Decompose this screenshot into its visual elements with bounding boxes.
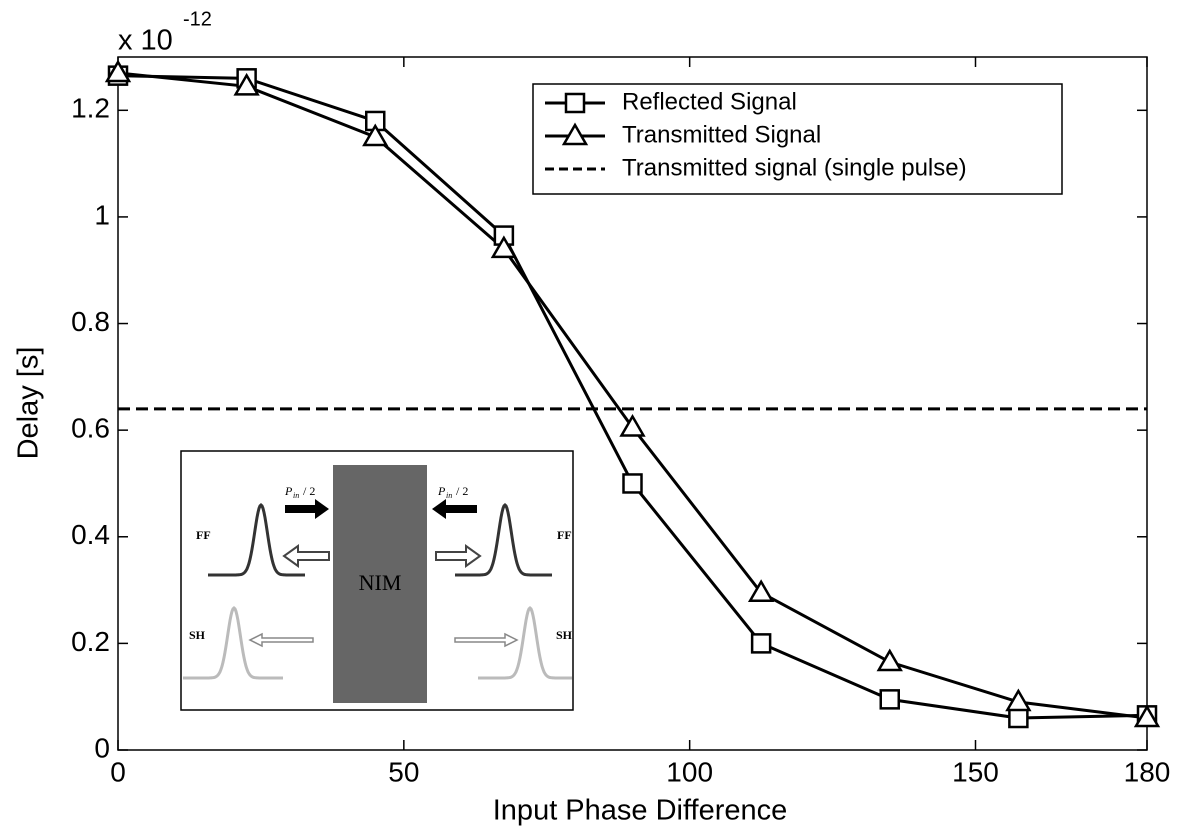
legend: Reflected Signal Transmitted Signal Transm… [532,83,1063,195]
plot-frame [117,56,1148,751]
output-arrow [282,544,330,568]
pump-divisor: / 2 [456,484,468,498]
legend-label: Reflected Signal [622,88,797,115]
pump-subscript: in [446,491,452,500]
triangle-marker [233,72,260,96]
pulse [208,502,305,577]
nim-label: NIM [359,570,402,595]
pump-label: P in / 2 [437,484,468,500]
y-tick-label: 1 [94,199,110,230]
pump-symbol: P [284,484,293,498]
inset-diagram: NIM FF FF SH SH P in / 2 P in / 2 [180,450,574,711]
y-axis-label: Delay [s] [13,347,45,460]
y-tick-label: 0 [94,732,110,763]
triangle-marker [104,59,132,83]
triangle-marker [1005,688,1032,712]
y-tick-label: 0.6 [71,413,110,444]
y-tick-label: 1.2 [71,93,110,124]
triangle-marker [747,579,775,602]
x-tick-label: 0 [110,756,126,787]
square-marker [1008,707,1029,729]
y-scale-label: x 10 [118,25,173,57]
sh-arrow [248,632,314,648]
ff-label: FF [196,528,211,542]
triangle-marker [490,235,518,259]
legend-box [532,83,1063,195]
sh-arrow [454,632,519,648]
triangle-marker [362,123,389,147]
square-marker [622,473,643,494]
triangle-marker [1133,704,1161,728]
x-tick-label: 100 [666,756,713,787]
legend-label: Transmitted Signal [622,121,821,148]
triangle-marker [619,413,646,437]
x-tick-label: 150 [952,756,999,787]
y-scale-exponent: -12 [183,8,212,30]
pump-label: P in / 2 [284,484,315,500]
pump-arrow [432,499,477,519]
y-tick-label: 0.8 [71,306,110,337]
x-tick-label: 50 [388,756,419,787]
pulse [183,605,283,680]
y-tick-label: 0.4 [71,519,110,550]
pulse [455,502,552,577]
square-marker [564,92,586,114]
triangle-marker [561,122,589,146]
output-arrow [435,544,482,568]
ff-label: FF [557,528,572,542]
legend-label: Transmitted signal (single pulse) [622,154,967,181]
pump-arrow [285,499,329,519]
nim-slab [333,465,427,703]
y-tick-label: 0.2 [71,626,110,657]
triangle-marker [876,648,903,672]
square-marker [750,633,772,654]
x-axis-label: Input Phase Difference [493,795,788,827]
square-marker [879,689,900,710]
pulse [478,605,572,680]
pump-divisor: / 2 [303,484,315,498]
pump-symbol: P [437,484,446,498]
sh-label: SH [556,628,573,642]
sh-label: SH [189,628,206,642]
pump-subscript: in [293,491,299,500]
x-tick-label: 180 [1124,756,1171,787]
